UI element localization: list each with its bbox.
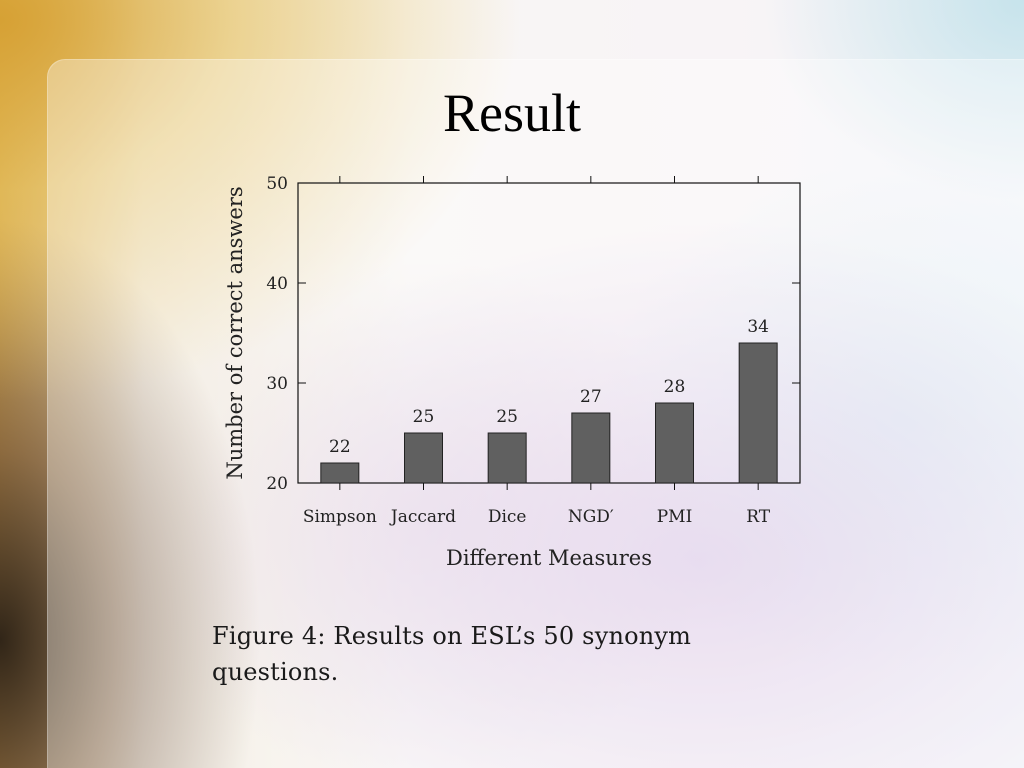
x-tick-label: NGD′ [568, 507, 614, 527]
bar-value-label: 22 [329, 437, 351, 457]
x-tick-label: PMI [657, 507, 693, 527]
bar-value-label: 25 [496, 407, 518, 427]
bar-value-label: 34 [747, 317, 769, 337]
slide-title: Result [442, 83, 581, 143]
x-tick-label: RT [746, 507, 771, 527]
plot-frame [297, 182, 801, 484]
plot-area: 20 30 40 50 22 Simpson 25 Jaccard 25 Dice 27 NGD′ 28… [223, 174, 801, 570]
y-tick-label: 40 [266, 274, 288, 294]
bar-value-label: 27 [580, 387, 602, 407]
bar [655, 402, 694, 484]
x-tick-label: Simpson [303, 507, 377, 527]
y-tick-label: 30 [266, 374, 288, 394]
bar [571, 412, 611, 484]
slide-panel [48, 60, 1024, 768]
bar [404, 432, 443, 484]
bar [487, 432, 527, 484]
bar-value-label: 25 [413, 407, 435, 427]
y-tick-label: 20 [266, 474, 288, 494]
figure-caption: Figure 4: Results on ESL’s 50 synonym qu… [212, 622, 692, 686]
y-tick-label: 50 [266, 174, 288, 194]
bar-value-label: 28 [664, 377, 686, 397]
x-axis-title: Different Measures [446, 546, 652, 570]
bar [320, 462, 360, 484]
y-axis-title: Number of correct answers [223, 186, 247, 479]
bar [738, 342, 778, 484]
x-tick-label: Dice [488, 507, 527, 527]
x-tick-label: Jaccard [389, 507, 456, 527]
